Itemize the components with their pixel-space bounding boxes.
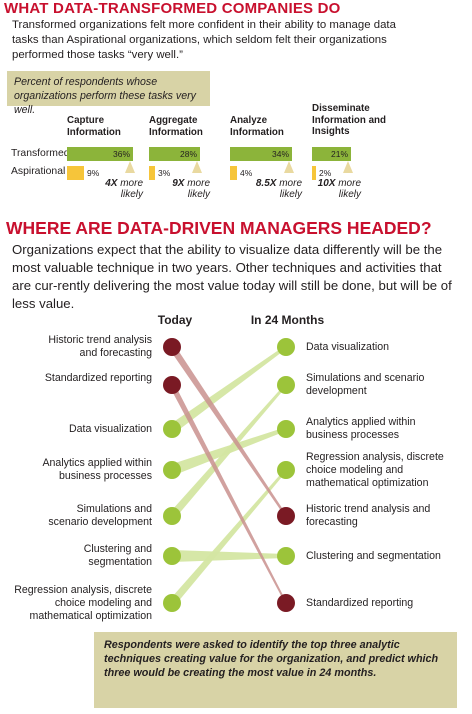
future-dot [277, 594, 295, 612]
multiplier-text: more likely [335, 178, 361, 200]
section2-title: WHERE ARE DATA-DRIVEN MANAGERS HEADED? [6, 218, 432, 238]
slope-band [172, 468, 286, 609]
section1-note-box: Percent of respondents whose organizatio… [7, 71, 210, 116]
transformed-bar [312, 147, 351, 161]
section2-note-box: Respondents were asked to identify the t… [94, 632, 457, 708]
multiplier-text: more likely [184, 178, 210, 200]
today-column-title: Today [157, 313, 193, 327]
today-dot [163, 507, 181, 525]
row-label-transformed: Transformed [11, 148, 70, 159]
future-item-label: Standardized reporting [306, 596, 414, 609]
future-dot [277, 461, 295, 479]
today-item-label: Regression analysis, discrete choice mod… [14, 583, 152, 622]
section1-note-text: Percent of respondents whose organizatio… [14, 76, 196, 116]
today-item-label: Simulations and scenario development [48, 503, 152, 528]
aspirational-value-label: 2% [319, 168, 332, 178]
aspirational-value-label: 3% [158, 168, 171, 178]
aspirational-value-label: 4% [240, 168, 253, 178]
increase-marker [125, 161, 135, 173]
future-item-label: Historic trend analysis and forecasting [306, 503, 431, 528]
aspirational-bar [312, 166, 316, 180]
slope-band [172, 341, 286, 518]
row-label-aspirational: Aspirational [11, 166, 66, 177]
future-dot [277, 376, 295, 394]
task-aggregate-label: Aggregate Information [149, 115, 203, 138]
future-dot [277, 338, 295, 356]
today-item-label: Data visualization [68, 422, 152, 435]
today-dot [163, 376, 181, 394]
multiplier-label: 4X more likely [95, 178, 143, 200]
increase-marker [192, 161, 202, 173]
multiplier-factor: 9X [172, 178, 185, 189]
slope-band [172, 383, 286, 522]
future-dot [277, 420, 295, 438]
today-item-label: Historic trend analysis and forecasting [48, 334, 152, 359]
multiplier-label: 9X more likely [162, 178, 210, 200]
increase-marker [343, 161, 353, 173]
task-disseminate-label: Disseminate Information and Insights [312, 103, 387, 137]
slope-band [172, 345, 286, 435]
aspirational-value-label: 9% [87, 168, 100, 178]
transformed-bar [230, 147, 292, 161]
today-dot [163, 594, 181, 612]
aspirational-bar [230, 166, 237, 180]
transformed-bar [149, 147, 200, 161]
today-dot [163, 420, 181, 438]
section1-intro: Transformed organizations felt more conf… [12, 19, 396, 61]
multiplier-text: more likely [276, 178, 302, 200]
transformed-value-label: 28% [179, 149, 197, 159]
today-dot [163, 338, 181, 356]
multiplier-label: 10X more likely [313, 178, 361, 200]
future-item-label: Data visualization [306, 340, 390, 353]
slope-band [172, 550, 286, 562]
transformed-value-label: 36% [112, 149, 130, 159]
section1-title: WHAT DATA-TRANSFORMED COMPANIES DO [4, 0, 341, 17]
aspirational-bar [149, 166, 155, 180]
transformed-bar [67, 147, 133, 161]
multiplier-label: 8.5X more likely [254, 178, 302, 200]
future-item-label: Clustering and segmentation [306, 549, 441, 562]
slope-band [172, 379, 286, 605]
future-item-label: Simulations and scenario development [306, 372, 425, 397]
today-item-label: Analytics applied within business proces… [42, 457, 152, 482]
future-item-label: Analytics applied within business proces… [306, 416, 416, 441]
future-dot [277, 507, 295, 525]
transformed-value-label: 34% [271, 149, 289, 159]
multiplier-factor: 10X [317, 178, 336, 189]
future-dot [277, 547, 295, 565]
task-capture-label: Capture Information [67, 115, 121, 138]
multiplier-factor: 4X [105, 178, 118, 189]
future-item-label: Regression analysis, discrete choice mod… [306, 450, 444, 489]
increase-marker [284, 161, 294, 173]
multiplier-factor: 8.5X [255, 178, 277, 189]
section2-note-text: Respondents were asked to identify the t… [104, 639, 439, 679]
aspirational-bar [67, 166, 84, 180]
today-dot [163, 547, 181, 565]
future-column-title: In 24 Months [250, 313, 325, 327]
task-analyze-label: Analyze Information [230, 115, 284, 138]
section2-intro: Organizations expect that the ability to… [12, 242, 452, 311]
today-dot [163, 461, 181, 479]
transformed-value-label: 21% [330, 149, 348, 159]
today-item-label: Standardized reporting [44, 372, 152, 384]
today-item-label: Clustering and segmentation [83, 543, 152, 568]
multiplier-text: more likely [117, 178, 143, 200]
